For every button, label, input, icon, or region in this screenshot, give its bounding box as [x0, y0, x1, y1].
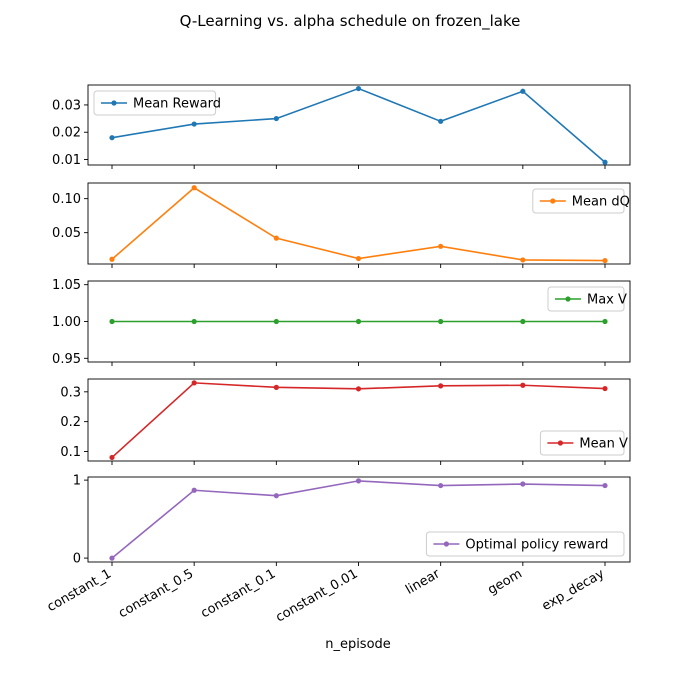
data-point [191, 121, 197, 127]
data-point [273, 235, 279, 241]
legend-marker-swatch [557, 440, 564, 446]
data-point [191, 380, 197, 386]
data-point [438, 118, 444, 124]
x-tick-label: exp_decay [540, 566, 608, 614]
data-point [273, 384, 279, 390]
data-point [602, 257, 608, 264]
data-point [273, 493, 279, 499]
y-tick-label: 0.10 [52, 192, 81, 207]
data-point [191, 185, 197, 191]
data-point [438, 318, 444, 325]
y-tick-label: 0.2 [60, 415, 81, 430]
data-point [273, 318, 279, 325]
data-point [355, 255, 362, 262]
axes-frame [87, 84, 631, 166]
data-point [109, 135, 115, 141]
subplot-4: 0.1 0.2 0.3 Mean V [60, 378, 631, 465]
y-tick-label: 1.05 [52, 278, 81, 293]
data-point [602, 385, 608, 392]
data-point [109, 555, 115, 561]
data-point [602, 318, 608, 325]
legend: Mean V [539, 430, 628, 456]
data-point [355, 85, 362, 92]
axes-frame [87, 476, 631, 563]
data-point [109, 318, 115, 325]
y-tick-label: 0.01 [52, 153, 81, 168]
y-tick-label: 0.1 [60, 445, 81, 460]
data-point [355, 386, 362, 392]
y-tick-label: 1 [73, 474, 81, 489]
legend-label: Optimal policy reward [465, 538, 608, 553]
x-tick-label: constant_0.1 [198, 566, 278, 621]
x-tick-label: constant_0.5 [116, 566, 196, 621]
figure-title: Q-Learning vs. alpha schedule on frozen_… [180, 12, 521, 31]
legend-marker-swatch [565, 296, 571, 302]
axes-frame [87, 378, 631, 462]
data-point [438, 383, 444, 389]
subplot-2: 0.05 0.10 Mean dQ [52, 182, 631, 268]
data-point [520, 257, 526, 263]
legend-label: Mean dQ [572, 195, 630, 210]
subplot-1: 0.01 0.02 0.03 Mean Reward [52, 84, 631, 169]
data-point [109, 256, 115, 262]
y-tick-label: 0 [73, 552, 81, 567]
x-tick-label: constant_0.01 [273, 566, 360, 625]
y-tick-label: 1.00 [52, 315, 81, 330]
data-point [520, 382, 526, 388]
legend-box [532, 188, 625, 214]
legend-box [425, 531, 625, 557]
data-point [602, 159, 608, 165]
legend-marker-swatch [443, 541, 449, 547]
y-tick-label: 0.3 [60, 385, 81, 400]
legend-label: Mean V [579, 437, 628, 452]
legend-box [93, 90, 217, 116]
series-line [111, 382, 606, 459]
legend: Mean dQ [532, 188, 630, 214]
data-point [355, 478, 362, 484]
data-point [191, 318, 197, 325]
data-point [520, 481, 526, 487]
y-tick-label: 0.05 [52, 226, 81, 241]
legend: Optimal policy reward [425, 531, 625, 557]
legend-label: Mean Reward [133, 97, 221, 112]
legend-box [539, 430, 625, 456]
x-tick-label: constant_1 [45, 566, 114, 615]
y-tick-label: 0.02 [52, 126, 81, 141]
x-tick-label: geom [485, 566, 524, 597]
data-point [191, 487, 197, 493]
legend: Max V [547, 286, 627, 312]
subplot-3: 0.95 1.00 1.05 Max V [52, 278, 631, 367]
data-point [355, 318, 362, 325]
data-point [602, 482, 608, 489]
data-point [109, 454, 115, 461]
x-tick-label: linear [403, 566, 443, 598]
x-axis: constant_1 constant_0.5 constant_0.1consta… [45, 566, 608, 625]
legend-box [547, 286, 625, 312]
legend-marker-swatch [550, 198, 556, 204]
y-tick-label: 0.95 [52, 352, 81, 367]
data-point [273, 115, 279, 122]
x-axis-label: n_episode [325, 637, 391, 652]
y-tick-label: 0.03 [52, 98, 81, 113]
axes-frame [87, 182, 631, 265]
data-point [438, 482, 444, 489]
series-line [111, 186, 606, 262]
data-point [520, 318, 526, 325]
legend: Mean Reward [93, 90, 221, 116]
legend-label: Max V [587, 293, 627, 308]
subplot-5: 0 1 Optimal policy reward [73, 474, 631, 567]
data-point [438, 243, 444, 249]
data-point [520, 88, 526, 94]
legend-marker-swatch [111, 100, 117, 106]
